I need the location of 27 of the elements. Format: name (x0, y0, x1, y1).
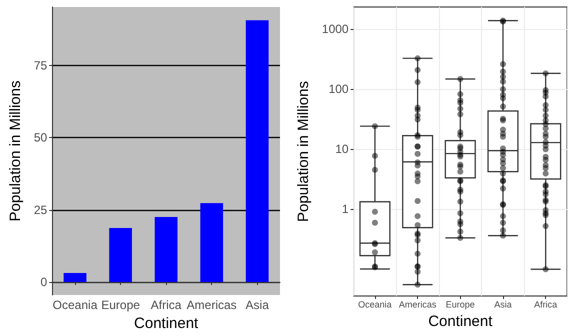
bar (200, 203, 224, 282)
x-tick-label: Europe (101, 298, 140, 312)
y-tick-label: 0 (40, 275, 48, 289)
x-tick-label: Africa (150, 298, 182, 312)
y-tick-label: 1000 (322, 22, 349, 36)
x-tick-label: Asia (494, 300, 512, 310)
bar (64, 273, 86, 282)
y-tick-label: 10 (335, 142, 349, 156)
x-tick-label: Asia (246, 298, 270, 312)
x-tick-label: Americas (398, 300, 437, 310)
x-tick-label: Europe (446, 300, 475, 310)
x-axis-title: Continent (428, 313, 494, 330)
y-tick-label: 100 (328, 82, 349, 96)
y-tick-label: 50 (34, 130, 48, 145)
x-axis-title: Continent (134, 314, 200, 332)
bar (109, 228, 132, 282)
bar (246, 20, 269, 282)
y-axis-title: Population in Millions (7, 80, 24, 222)
x-tick-label: Oceania (358, 300, 392, 310)
x-tick-label: Oceania (52, 298, 98, 312)
y-tick-label: 75 (34, 58, 48, 72)
bar (154, 217, 178, 282)
x-tick-label: Africa (534, 300, 558, 310)
x-tick-label: Americas (186, 298, 237, 312)
y-tick-label: 1 (342, 202, 349, 216)
y-axis-title: Population in Millions (295, 81, 312, 222)
y-tick-label: 25 (34, 202, 48, 217)
